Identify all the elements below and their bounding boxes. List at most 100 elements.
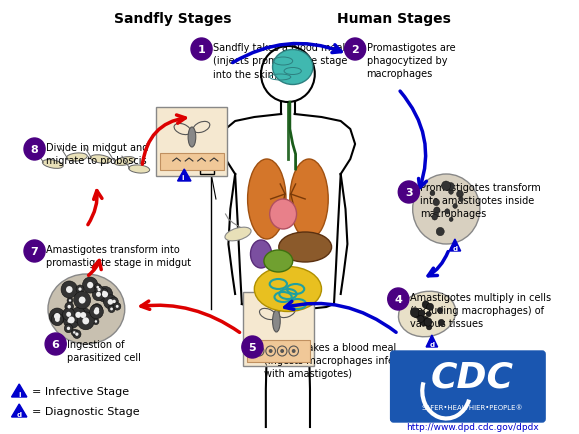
Text: SAFER•HEALTHIER•PEOPLE®: SAFER•HEALTHIER•PEOPLE® (422, 404, 523, 410)
FancyBboxPatch shape (247, 340, 310, 362)
Text: Promastigotes are
phagocytized by
macrophages: Promastigotes are phagocytized by macrop… (367, 43, 455, 79)
Ellipse shape (290, 160, 328, 240)
Circle shape (65, 302, 74, 312)
Circle shape (436, 228, 444, 236)
Polygon shape (12, 404, 27, 417)
Circle shape (427, 303, 434, 311)
Text: 2: 2 (351, 45, 359, 55)
Circle shape (63, 312, 79, 329)
Circle shape (93, 319, 99, 325)
Text: 1: 1 (197, 45, 206, 55)
Circle shape (91, 304, 102, 316)
Circle shape (292, 349, 296, 353)
Text: CDC: CDC (431, 360, 514, 394)
Circle shape (71, 329, 78, 336)
FancyBboxPatch shape (156, 108, 228, 177)
Circle shape (100, 289, 108, 297)
Circle shape (49, 308, 65, 325)
Circle shape (269, 349, 273, 353)
Ellipse shape (42, 160, 63, 169)
Circle shape (75, 312, 81, 318)
Text: Amastigotes multiply in cells
(including macrophages) of
various tissues: Amastigotes multiply in cells (including… (410, 293, 551, 329)
Circle shape (420, 316, 429, 326)
Circle shape (75, 332, 79, 336)
Circle shape (97, 287, 113, 302)
Text: = Diagnostic Stage: = Diagnostic Stage (32, 406, 140, 416)
Ellipse shape (398, 292, 456, 337)
Ellipse shape (66, 154, 87, 162)
Circle shape (116, 305, 119, 308)
Text: d: d (17, 411, 22, 417)
Text: d: d (429, 341, 434, 347)
Circle shape (87, 282, 93, 289)
Circle shape (398, 181, 419, 204)
Ellipse shape (254, 267, 321, 312)
Text: Sandfly takes a blood meal
(ingests macrophages infected
with amastigotes): Sandfly takes a blood meal (ingests macr… (264, 342, 415, 378)
Circle shape (66, 286, 72, 293)
Circle shape (77, 312, 94, 330)
Text: i: i (181, 174, 184, 181)
Circle shape (61, 281, 78, 298)
Text: Amastigotes transform into
promastigote stage in midgut: Amastigotes transform into promastigote … (46, 244, 191, 268)
Circle shape (82, 277, 98, 293)
Circle shape (413, 174, 480, 244)
Circle shape (449, 190, 453, 195)
Circle shape (65, 316, 74, 326)
Circle shape (55, 317, 60, 322)
Circle shape (453, 204, 457, 209)
Circle shape (413, 310, 422, 319)
Text: Divide in midgut and
migrate to proboscis: Divide in midgut and migrate to probosci… (46, 143, 148, 166)
Circle shape (442, 181, 450, 191)
Ellipse shape (270, 200, 296, 230)
Text: http://www.dpd.cdc.gov/dpdx: http://www.dpd.cdc.gov/dpdx (406, 423, 538, 431)
Circle shape (73, 330, 81, 339)
Circle shape (68, 319, 71, 323)
Polygon shape (12, 384, 27, 397)
Ellipse shape (225, 228, 251, 241)
Circle shape (438, 319, 445, 326)
Circle shape (113, 303, 121, 310)
Circle shape (79, 297, 86, 304)
Circle shape (94, 284, 101, 291)
Circle shape (426, 312, 431, 317)
Polygon shape (449, 240, 461, 251)
Circle shape (445, 209, 450, 214)
Circle shape (66, 312, 71, 317)
Ellipse shape (279, 233, 332, 263)
Circle shape (411, 308, 420, 318)
Ellipse shape (251, 240, 272, 268)
Ellipse shape (273, 310, 280, 332)
Text: Sandfly takes a blood meal
(injects promastigote stage
into the skin): Sandfly takes a blood meal (injects prom… (213, 43, 347, 79)
Circle shape (449, 218, 453, 222)
Circle shape (422, 301, 429, 309)
Circle shape (447, 183, 455, 191)
Circle shape (108, 306, 115, 313)
Circle shape (257, 349, 261, 353)
Circle shape (68, 305, 71, 309)
Circle shape (426, 325, 432, 330)
Circle shape (94, 307, 99, 312)
Text: 7: 7 (31, 247, 38, 256)
Circle shape (95, 286, 103, 294)
Text: 5: 5 (248, 342, 256, 352)
Polygon shape (426, 335, 438, 347)
Text: Ingestion of
parasitized cell: Ingestion of parasitized cell (67, 339, 141, 362)
Circle shape (417, 316, 424, 323)
Circle shape (52, 313, 63, 326)
Circle shape (432, 215, 438, 220)
Circle shape (96, 286, 99, 289)
Circle shape (67, 327, 70, 330)
Circle shape (68, 317, 75, 324)
Circle shape (242, 336, 263, 358)
Circle shape (102, 292, 108, 298)
Ellipse shape (48, 274, 124, 344)
Circle shape (54, 313, 60, 320)
Circle shape (110, 308, 113, 311)
Circle shape (67, 298, 73, 304)
Circle shape (434, 213, 438, 217)
Ellipse shape (90, 155, 111, 164)
Circle shape (76, 285, 84, 293)
Ellipse shape (129, 165, 150, 174)
Circle shape (24, 139, 45, 161)
Circle shape (92, 288, 105, 301)
